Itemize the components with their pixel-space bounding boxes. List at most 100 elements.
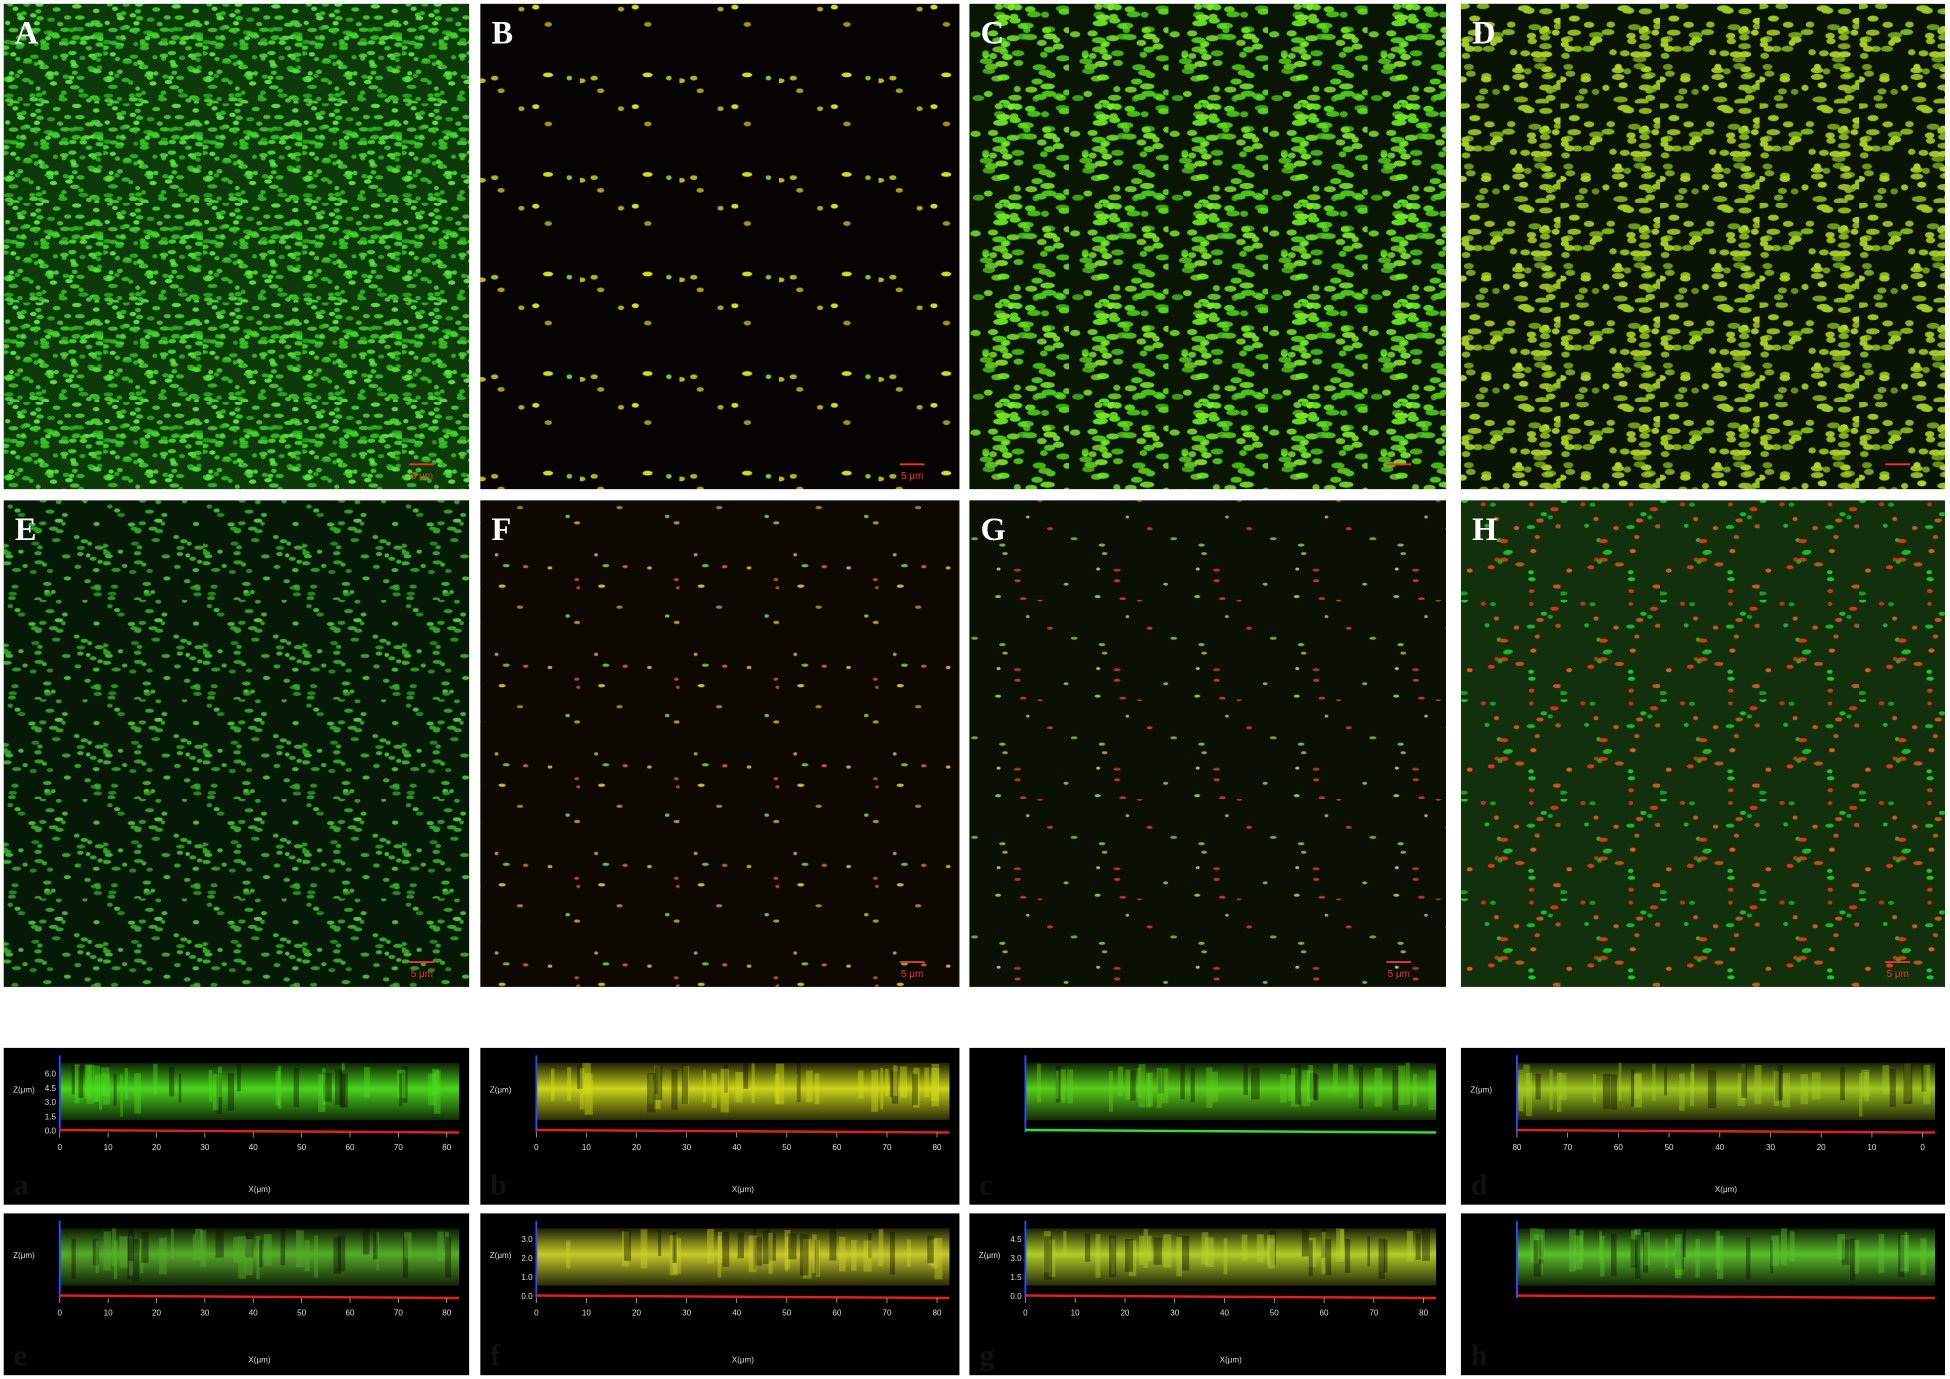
- micrograph-image: [480, 3, 960, 490]
- x-tick-label: 20: [632, 1143, 641, 1152]
- band-texture: [1556, 1072, 1562, 1112]
- band-texture: [1602, 1073, 1611, 1110]
- band-texture: [216, 1072, 222, 1114]
- band-texture: [1675, 1234, 1684, 1270]
- substrate-line: [536, 1294, 950, 1300]
- scale-label: 5 μm: [1388, 969, 1410, 980]
- band-texture: [169, 1067, 175, 1097]
- strip-label: c: [979, 1169, 992, 1202]
- band-texture: [71, 1238, 76, 1280]
- band-texture: [1290, 1068, 1299, 1107]
- band-texture: [1592, 1074, 1597, 1103]
- band-texture: [120, 1074, 123, 1117]
- band-texture: [927, 1235, 934, 1264]
- band-texture: [171, 1228, 174, 1259]
- band-texture: [1295, 1064, 1301, 1105]
- band-texture: [1518, 1069, 1524, 1112]
- band-texture: [1600, 1235, 1605, 1277]
- band-texture: [1618, 1062, 1622, 1101]
- band-texture: [200, 1230, 207, 1268]
- band-texture: [567, 1067, 572, 1102]
- band-texture: [1841, 1239, 1850, 1265]
- band-texture: [724, 1065, 728, 1093]
- band-texture: [735, 1072, 743, 1103]
- band-texture: [885, 1068, 889, 1096]
- band-texture: [101, 1067, 110, 1097]
- x-tick-label: 50: [782, 1143, 791, 1152]
- band-texture: [1084, 1233, 1091, 1262]
- band-texture: [1243, 1063, 1248, 1095]
- band-texture: [654, 1065, 661, 1110]
- band-texture: [1850, 1238, 1856, 1281]
- xz-profile: 0 10 20 30 40 50 60 70 80 0.0 1.5 3.0 4.5 6.0 Z(μm) X(μ…: [3, 1047, 470, 1205]
- band-texture: [812, 1234, 817, 1273]
- band-texture: [1864, 1071, 1869, 1102]
- x-tick-label: 10: [582, 1143, 591, 1152]
- x-tick-label: 20: [1120, 1308, 1129, 1317]
- band-texture: [1664, 1067, 1667, 1096]
- band-texture: [1147, 1072, 1153, 1107]
- z-tick-label: 4.5: [1010, 1235, 1022, 1244]
- x-tick-label: 60: [345, 1143, 354, 1152]
- band-texture: [208, 1069, 213, 1102]
- band-texture: [1771, 1235, 1779, 1266]
- band-texture: [718, 1231, 722, 1263]
- band-texture: [671, 1069, 678, 1110]
- x-tick-label: 0: [1023, 1308, 1028, 1317]
- band-texture: [754, 1237, 763, 1266]
- band-texture: [1063, 1231, 1067, 1257]
- band-texture: [341, 1063, 345, 1094]
- band-texture: [1109, 1235, 1117, 1278]
- band-texture: [103, 1231, 111, 1271]
- band-texture: [1055, 1070, 1059, 1099]
- band-texture: [134, 1073, 141, 1114]
- band-texture: [428, 1073, 436, 1106]
- band-texture: [335, 1069, 342, 1106]
- band-texture: [658, 1230, 662, 1257]
- band-texture: [1675, 1234, 1683, 1276]
- band-texture: [1256, 1234, 1264, 1263]
- micrograph-image: [480, 500, 960, 987]
- z-tick-label: 3.0: [521, 1235, 533, 1244]
- band-texture: [1643, 1230, 1649, 1273]
- band-texture: [1770, 1240, 1773, 1274]
- band-texture: [796, 1062, 801, 1102]
- band-texture: [1904, 1231, 1908, 1273]
- micrograph-panel: A 5 μm: [3, 3, 470, 490]
- band-texture: [1691, 1063, 1695, 1094]
- band-texture: [373, 1232, 379, 1260]
- band-texture: [1540, 1234, 1544, 1275]
- band-texture: [717, 1236, 722, 1278]
- band-texture: [322, 1068, 326, 1105]
- band-texture: [323, 1072, 332, 1102]
- band-texture: [1904, 1063, 1911, 1101]
- band-texture: [763, 1230, 770, 1264]
- micrograph-image: [1460, 3, 1946, 490]
- band-texture: [839, 1236, 846, 1272]
- band-texture: [78, 1066, 84, 1098]
- strip-label: f: [490, 1339, 501, 1372]
- band-texture: [1250, 1068, 1260, 1100]
- band-texture: [1569, 1229, 1576, 1272]
- xz-profile: 0 10 20 30 40 50 60 70 80 Z(μm) X(μm) e: [3, 1213, 470, 1376]
- band-texture: [124, 1068, 129, 1101]
- micrograph-image: [3, 3, 470, 490]
- band-texture: [1634, 1228, 1641, 1259]
- x-tick-label: 70: [394, 1308, 403, 1317]
- band-texture: [1741, 1063, 1746, 1100]
- band-texture: [1428, 1070, 1437, 1110]
- x-tick-label: 80: [442, 1143, 451, 1152]
- micrograph-panel: C: [969, 3, 1447, 490]
- x-tick-label: 40: [732, 1308, 741, 1317]
- band-texture: [774, 1073, 780, 1104]
- band-texture: [931, 1068, 940, 1101]
- x-tick-label: 60: [832, 1308, 841, 1317]
- band-texture: [159, 1237, 167, 1275]
- band-texture: [1854, 1240, 1860, 1274]
- x-tick-label: 40: [249, 1143, 258, 1152]
- x-tick-label: 50: [782, 1308, 791, 1317]
- band-texture: [1405, 1062, 1410, 1105]
- band-texture: [1241, 1234, 1248, 1261]
- x-axis-label: X(μm): [1220, 1356, 1242, 1365]
- band-texture: [1367, 1236, 1371, 1267]
